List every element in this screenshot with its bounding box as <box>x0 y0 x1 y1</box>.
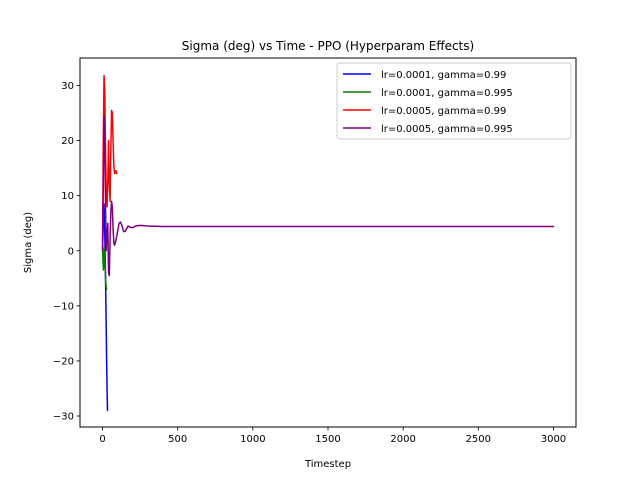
legend-label: lr=0.0001, gamma=0.99 <box>381 70 506 81</box>
series-layer <box>101 74 555 412</box>
x-tick-label: 1500 <box>315 434 340 445</box>
legend-item: lr=0.0001, gamma=0.99 <box>343 70 506 81</box>
chart-title: Sigma (deg) vs Time - PPO (Hyperparam Ef… <box>182 39 474 53</box>
x-tick-label: 500 <box>168 434 187 445</box>
legend-item: lr=0.0001, gamma=0.995 <box>343 88 513 99</box>
x-axis-label: Timestep <box>304 459 351 470</box>
legend: lr=0.0001, gamma=0.99 lr=0.0001, gamma=0.… <box>336 62 572 140</box>
y-tick-label: −20 <box>53 356 74 367</box>
legend-label: lr=0.0005, gamma=0.99 <box>381 106 506 117</box>
y-axis: −30 −20 −10 0 10 20 30 <box>53 81 80 422</box>
x-tick-label: 2000 <box>390 434 415 445</box>
x-tick-label: 0 <box>99 434 105 445</box>
y-axis-label: Sigma (deg) <box>23 212 34 273</box>
legend-item: lr=0.0005, gamma=0.995 <box>343 124 513 135</box>
series-line-2 <box>101 247 108 291</box>
y-tick-label: 10 <box>61 191 74 202</box>
x-tick-label: 2500 <box>466 434 491 445</box>
legend-label: lr=0.0001, gamma=0.995 <box>381 88 513 99</box>
y-tick-label: −30 <box>53 411 74 422</box>
legend-item: lr=0.0005, gamma=0.99 <box>343 106 506 117</box>
series-line-4 <box>101 115 555 277</box>
y-tick-label: 20 <box>61 136 74 147</box>
legend-label: lr=0.0005, gamma=0.995 <box>381 124 513 135</box>
x-tick-label: 3000 <box>541 434 566 445</box>
x-tick-label: 1000 <box>240 434 265 445</box>
y-tick-label: −10 <box>53 301 74 312</box>
y-tick-label: 30 <box>61 81 74 92</box>
series-line-3 <box>101 74 118 244</box>
x-axis: 0 500 1000 1500 2000 2500 3000 <box>99 427 566 445</box>
legend-box <box>336 62 572 140</box>
y-tick-label: 0 <box>68 246 74 257</box>
